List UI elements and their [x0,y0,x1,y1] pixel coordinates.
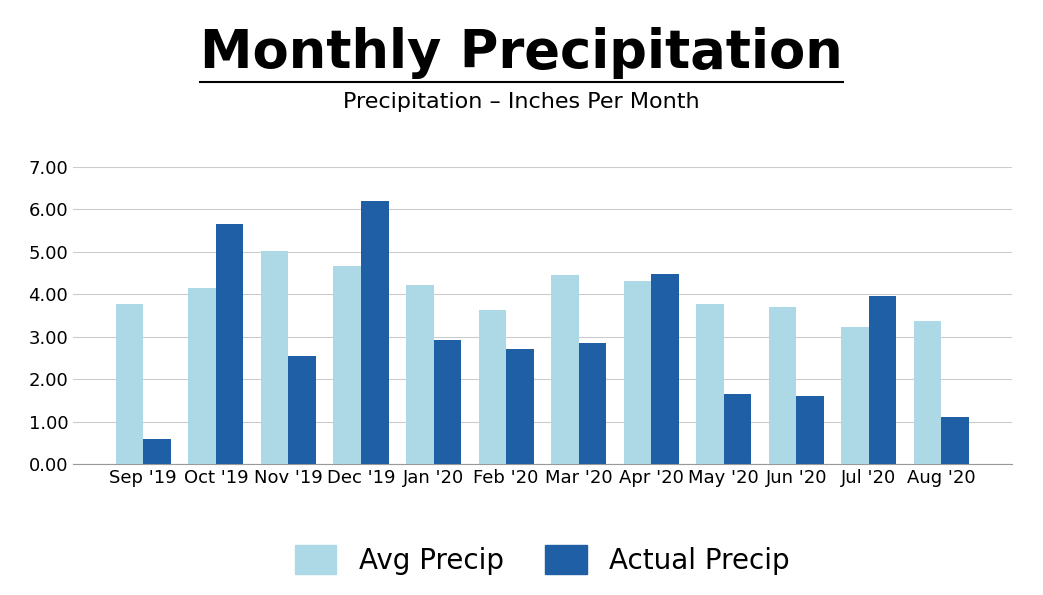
Text: Precipitation – Inches Per Month: Precipitation – Inches Per Month [343,92,700,112]
Bar [188,288,216,464]
Bar [696,304,724,464]
Text: Monthly Precipitation: Monthly Precipitation [200,27,843,79]
Bar [797,396,824,464]
Bar [769,307,797,464]
Bar [506,349,534,464]
Legend: Avg Precip, Actual Precip: Avg Precip, Actual Precip [281,531,804,589]
Bar [914,321,942,464]
Bar [869,296,897,464]
Bar [406,285,434,464]
Bar [143,439,171,464]
Bar [116,304,143,464]
Bar [288,356,316,464]
Bar [842,327,869,464]
Bar [724,394,751,464]
Bar [434,340,461,464]
Bar [361,201,389,464]
Bar [216,224,243,464]
Bar [334,265,361,464]
Bar [479,310,506,464]
Bar [651,274,679,464]
Bar [551,275,579,464]
Bar [579,343,606,464]
Bar [942,417,969,464]
Bar [261,250,288,464]
Bar [624,281,651,464]
